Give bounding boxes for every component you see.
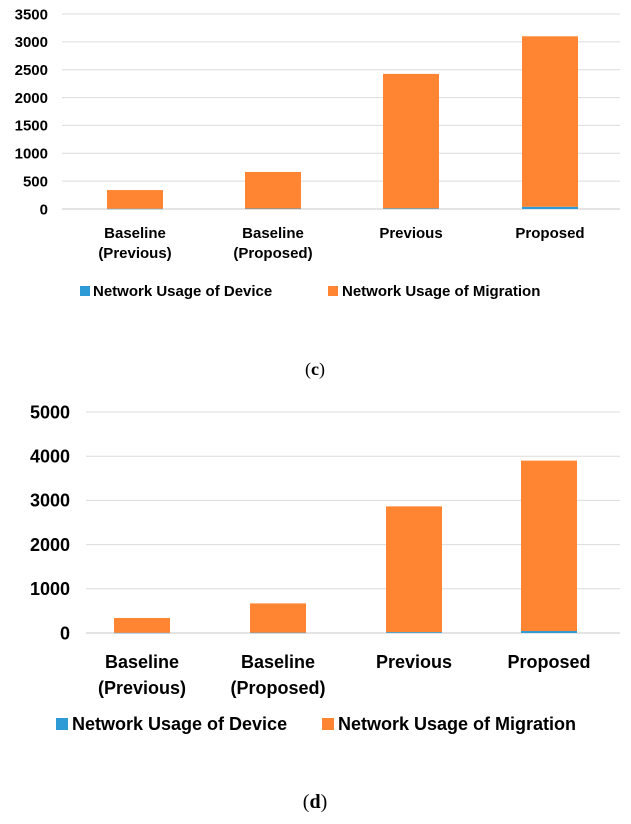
- caption-open-paren: (: [305, 359, 311, 380]
- x-category-label: Baseline: [241, 652, 315, 672]
- bar-segment-device: [521, 631, 577, 633]
- legend-label: Network Usage of Migration: [342, 283, 540, 300]
- bar-segment-migration: [107, 190, 163, 209]
- y-tick-label: 500: [23, 173, 48, 190]
- x-category-label: Previous: [376, 652, 452, 672]
- x-category-label: (Previous): [98, 245, 171, 262]
- x-category-label: (Proposed): [233, 245, 312, 262]
- caption-letter: c: [311, 359, 319, 379]
- y-tick-label: 2000: [30, 535, 70, 555]
- legend-swatch: [322, 718, 334, 730]
- y-tick-label: 2500: [15, 62, 48, 79]
- bar-segment-migration: [386, 506, 442, 633]
- x-category-label: Baseline: [242, 225, 304, 242]
- x-category-label: Baseline: [105, 652, 179, 672]
- x-category-label: (Previous): [98, 678, 186, 698]
- legend-swatch: [56, 718, 68, 730]
- y-tick-label: 3500: [15, 6, 48, 23]
- caption-close-paren: ): [321, 791, 328, 813]
- legend-label: Network Usage of Device: [72, 714, 287, 734]
- legend-swatch: [80, 286, 90, 296]
- x-category-label: Previous: [379, 225, 442, 242]
- bar-segment-migration: [250, 603, 306, 633]
- x-category-label: Proposed: [507, 652, 590, 672]
- y-tick-label: 3000: [15, 34, 48, 51]
- y-tick-label: 5000: [30, 402, 70, 422]
- bar-segment-migration: [245, 171, 301, 209]
- chart-panel-d: 010002000300040005000Baseline(Previous)B…: [30, 402, 620, 813]
- panel-caption: (d): [303, 791, 327, 813]
- x-category-label: (Proposed): [230, 678, 325, 698]
- caption-close-paren: ): [319, 359, 325, 380]
- y-tick-label: 1000: [30, 579, 70, 599]
- legend-label: Network Usage of Migration: [338, 714, 576, 734]
- bar-segment-device: [107, 208, 163, 210]
- panel-caption: (c): [305, 359, 325, 380]
- y-tick-label: 0: [60, 623, 70, 643]
- y-tick-label: 1500: [15, 118, 48, 135]
- bar-segment-migration: [383, 73, 439, 209]
- bar-segment-device: [250, 632, 306, 634]
- bar-segment-migration: [522, 36, 578, 207]
- bar-segment-migration: [521, 460, 577, 632]
- bar-segment-device: [522, 206, 578, 209]
- chart-panel-c: 0500100015002000250030003500Baseline(Pre…: [15, 6, 620, 380]
- caption-open-paren: (: [303, 791, 310, 813]
- y-tick-label: 3000: [30, 491, 70, 511]
- y-tick-label: 2000: [15, 90, 48, 107]
- bar-segment-device: [383, 208, 439, 209]
- x-category-label: Baseline: [104, 225, 166, 242]
- y-tick-label: 4000: [30, 447, 70, 467]
- legend-label: Network Usage of Device: [93, 283, 272, 300]
- bar-segment-migration: [114, 617, 170, 633]
- y-tick-label: 1000: [15, 146, 48, 163]
- bar-segment-device: [245, 208, 301, 210]
- x-category-label: Proposed: [515, 225, 584, 242]
- caption-letter: d: [309, 791, 320, 813]
- legend-swatch: [328, 286, 338, 296]
- bar-segment-device: [386, 632, 442, 633]
- y-tick-label: 0: [40, 201, 48, 218]
- bar-segment-device: [114, 632, 170, 634]
